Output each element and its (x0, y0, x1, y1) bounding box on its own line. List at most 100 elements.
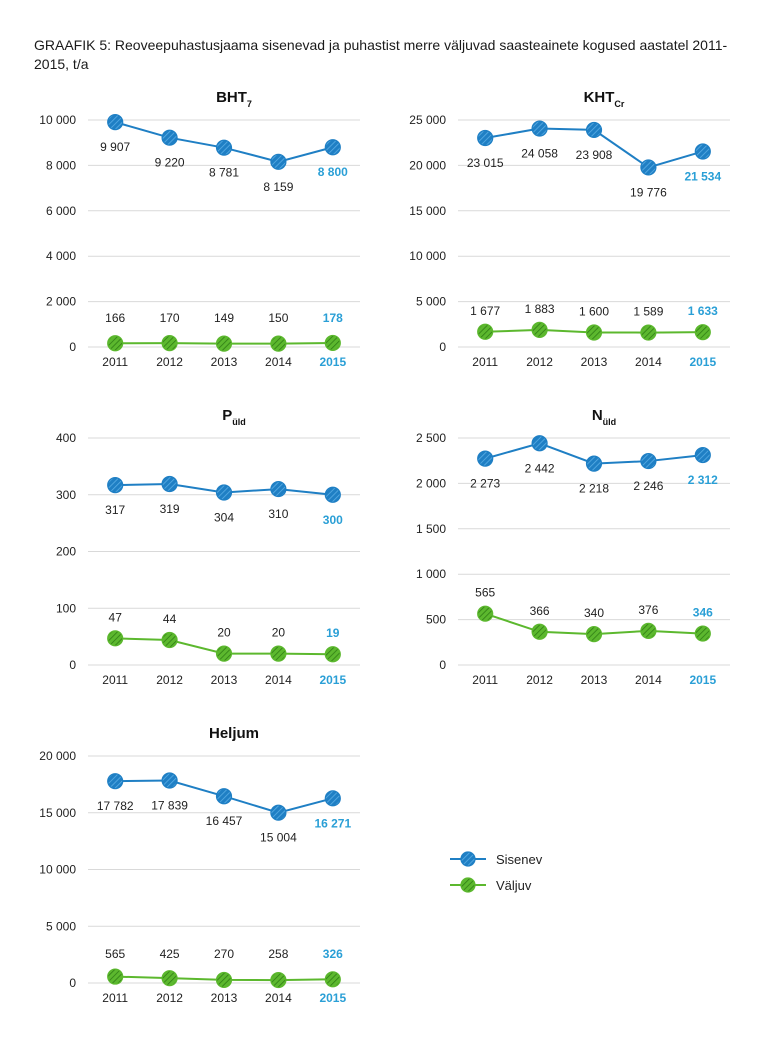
data-label-sisenev: 317 (105, 503, 125, 517)
data-label-sisenev: 8 781 (209, 166, 239, 180)
chart-title: Nüld (592, 407, 616, 427)
data-point-sisenev (215, 139, 233, 156)
data-label-sisenev: 319 (160, 502, 180, 516)
data-point-valjuv (694, 324, 711, 341)
x-tick-label: 2013 (581, 673, 608, 687)
data-label-valjuv: 270 (214, 947, 234, 961)
legend-marker-sisenev (450, 851, 486, 867)
data-label-sisenev: 9 907 (100, 140, 130, 154)
legend-item-valjuv: Väljuv (448, 872, 542, 898)
data-label-sisenev: 16 271 (314, 816, 351, 830)
chart-n-uld: Nüld 2 500 2 000 1 500 1 000 500 0 2011 2012 2013… (370, 398, 740, 698)
data-label-valjuv: 1 600 (579, 304, 609, 318)
y-tick-label: 1 500 (416, 522, 446, 536)
data-label-sisenev: 24 058 (521, 147, 558, 161)
y-tick-label: 15 000 (39, 806, 76, 820)
y-tick-label: 0 (69, 340, 76, 354)
y-tick-label: 2 500 (416, 431, 446, 445)
data-label-sisenev: 8 800 (318, 165, 348, 179)
data-label-valjuv: 346 (693, 606, 713, 620)
data-point-valjuv (270, 335, 287, 352)
data-label-sisenev: 2 218 (579, 482, 609, 496)
x-tick-label: 2015 (319, 673, 346, 687)
chart-title: KHTCr (584, 89, 625, 109)
data-point-sisenev (585, 121, 603, 139)
data-label-valjuv: 1 589 (633, 305, 663, 319)
x-tick-label: 2012 (526, 673, 553, 687)
data-point-valjuv (215, 335, 233, 352)
figure-title: GRAAFIK 5: Reoveepuhastusjaama sisenevad… (34, 37, 728, 72)
y-tick-label: 0 (69, 976, 76, 990)
x-tick-label: 2015 (689, 355, 716, 369)
x-tick-label: 2011 (102, 673, 128, 687)
data-point-sisenev (270, 804, 287, 821)
data-point-valjuv (640, 622, 657, 639)
data-label-valjuv: 1 633 (688, 304, 718, 318)
y-tick-label: 0 (439, 658, 446, 672)
data-point-valjuv (640, 324, 657, 341)
data-point-valjuv (270, 645, 287, 662)
y-tick-label: 400 (56, 431, 76, 445)
x-tick-label: 2012 (156, 355, 183, 369)
data-point-valjuv (324, 646, 341, 663)
data-label-valjuv: 166 (105, 311, 125, 325)
y-tick-label: 2 000 (416, 476, 446, 490)
chart-svg: BHT7 10 000 8 000 6 000 4 000 2 000 0 2011 2012 2… (39, 89, 360, 369)
chart-svg: Nüld 2 500 2 000 1 500 1 000 500 0 2011 2012 2013… (416, 407, 730, 687)
data-point-sisenev (477, 450, 494, 467)
data-point-valjuv (270, 971, 287, 989)
data-point-sisenev (215, 788, 233, 805)
data-point-sisenev (324, 486, 341, 503)
chart-title: BHT7 (216, 89, 252, 109)
chart-title: Püld (222, 407, 246, 427)
y-tick-label: 0 (439, 340, 446, 354)
y-tick-label: 0 (69, 658, 76, 672)
chart-title: Heljum (209, 725, 259, 742)
data-label-sisenev: 2 246 (633, 479, 663, 493)
data-point-sisenev (324, 139, 341, 156)
data-point-sisenev (107, 477, 124, 494)
data-point-valjuv (585, 626, 603, 643)
data-point-sisenev (640, 452, 657, 470)
x-tick-label: 2014 (265, 991, 292, 1005)
data-point-sisenev (531, 435, 548, 452)
y-tick-label: 4 000 (46, 249, 76, 263)
y-tick-label: 10 000 (39, 113, 76, 127)
chart-svg: Püld 400 300 200 100 0 2011 2012 2013 2014 2015 317… (56, 407, 360, 687)
data-point-valjuv (107, 630, 124, 647)
y-tick-label: 20 000 (409, 158, 446, 172)
data-point-sisenev (270, 153, 287, 170)
data-label-valjuv: 258 (268, 947, 288, 961)
data-point-valjuv (107, 335, 124, 352)
data-point-sisenev (161, 772, 178, 789)
data-label-valjuv: 170 (160, 311, 180, 325)
legend: Sisenev Väljuv (448, 846, 542, 898)
data-point-sisenev (640, 159, 657, 176)
chart-p-uld: Püld 400 300 200 100 0 2011 2012 2013 2014 2015 317… (0, 398, 370, 698)
data-label-valjuv: 1 677 (470, 304, 500, 318)
data-label-sisenev: 310 (268, 507, 288, 521)
data-point-valjuv (324, 334, 341, 352)
data-label-sisenev: 21 534 (684, 169, 721, 183)
data-label-sisenev: 2 312 (688, 473, 718, 487)
y-tick-label: 6 000 (46, 204, 76, 218)
data-point-sisenev (215, 484, 233, 501)
data-point-sisenev (531, 120, 548, 137)
data-label-valjuv: 1 883 (525, 302, 555, 316)
data-label-valjuv: 178 (323, 311, 343, 325)
data-point-valjuv (324, 971, 341, 988)
y-tick-label: 5 000 (46, 919, 76, 933)
y-tick-label: 100 (56, 601, 76, 615)
y-tick-label: 500 (426, 613, 446, 627)
data-label-valjuv: 20 (217, 626, 231, 640)
data-point-valjuv (694, 625, 711, 642)
data-point-valjuv (477, 605, 494, 622)
x-tick-label: 2014 (635, 673, 662, 687)
x-tick-label: 2014 (265, 355, 292, 369)
data-label-valjuv: 326 (323, 947, 343, 961)
x-tick-label: 2011 (472, 355, 498, 369)
data-point-sisenev (270, 480, 287, 498)
data-label-valjuv: 44 (163, 612, 177, 626)
data-label-sisenev: 2 442 (525, 461, 555, 475)
legend-label-sisenev: Sisenev (496, 851, 543, 867)
